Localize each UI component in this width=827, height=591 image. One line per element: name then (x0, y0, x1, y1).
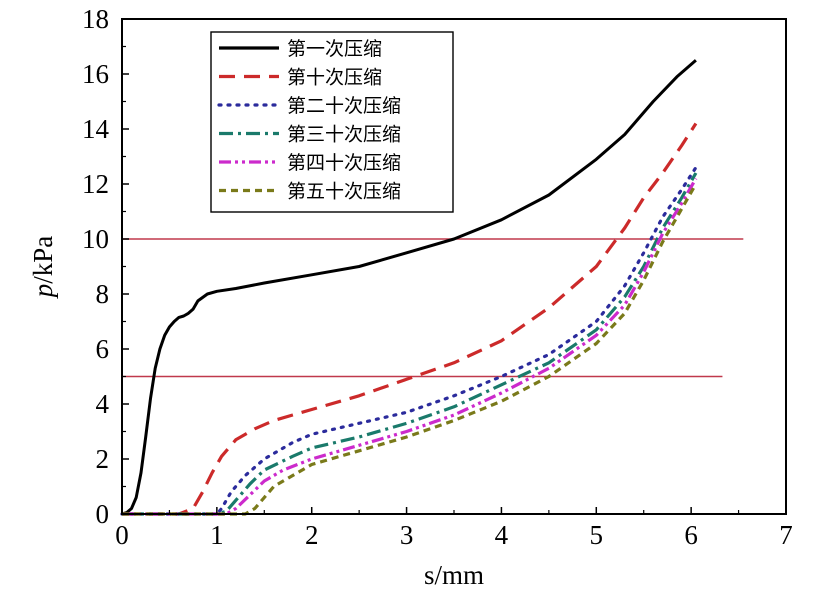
x-tick-label: 2 (305, 520, 319, 550)
x-tick-label: 0 (115, 520, 129, 550)
series-line-1 (121, 59, 697, 516)
y-axis-label: p/kPa (28, 236, 58, 300)
y-axis-label-unit: /kPa (28, 236, 58, 284)
series-line-4 (122, 172, 698, 516)
y-axis-label-symbol: p (28, 284, 58, 300)
series-line-5 (122, 177, 698, 516)
legend-label: 第二十次压缩 (287, 95, 401, 117)
x-tick-label: 6 (684, 520, 698, 550)
x-axis-label: s/mm (424, 560, 484, 590)
series-line-2 (122, 122, 698, 516)
y-tick-label: 18 (82, 4, 109, 34)
y-tick-label: 0 (96, 499, 110, 529)
legend-label: 第一次压缩 (287, 38, 382, 60)
y-tick-label: 10 (82, 224, 109, 254)
y-tick-label: 12 (82, 169, 109, 199)
x-tick-label: 4 (495, 520, 509, 550)
legend-label: 第三十次压缩 (287, 124, 401, 146)
y-tick-label: 16 (82, 59, 109, 89)
legend-label: 第十次压缩 (287, 67, 382, 89)
legend-label: 第五十次压缩 (287, 181, 401, 203)
x-tick-label: 7 (779, 520, 793, 550)
x-tick-label: 3 (400, 520, 414, 550)
legend-label: 第四十次压缩 (287, 152, 401, 174)
x-tick-label: 1 (210, 520, 224, 550)
series-lines (120, 59, 698, 516)
x-tick-label: 5 (590, 520, 604, 550)
y-tick-label: 14 (82, 114, 110, 144)
y-tick-label: 8 (96, 279, 110, 309)
series-line-6 (122, 183, 698, 516)
series-line-3 (120, 165, 698, 516)
y-tick-label: 2 (96, 444, 110, 474)
y-tick-label: 4 (96, 389, 110, 419)
reference-lines (122, 238, 744, 378)
legend-box (210, 31, 454, 213)
y-tick-label: 6 (96, 334, 110, 364)
